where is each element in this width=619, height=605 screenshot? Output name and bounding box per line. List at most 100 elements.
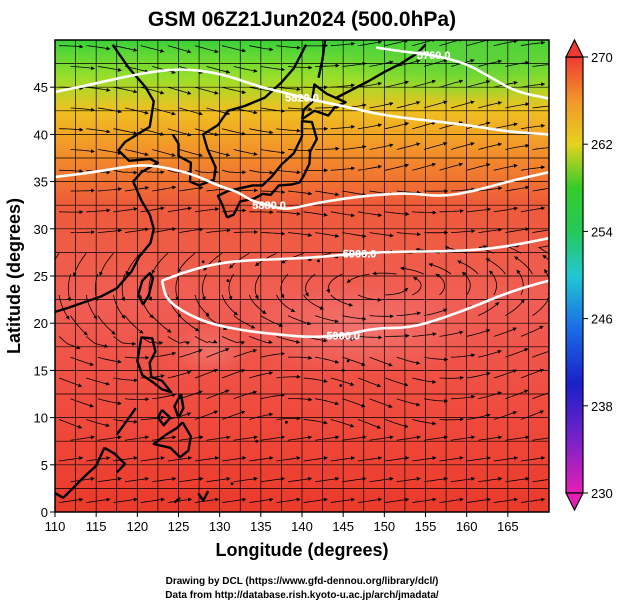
streamline xyxy=(423,100,448,109)
streamline xyxy=(532,105,549,109)
streamline xyxy=(548,502,549,503)
streamline xyxy=(520,206,546,213)
streamline xyxy=(450,229,476,234)
streamline xyxy=(342,144,367,150)
streamline xyxy=(478,101,503,109)
x-tick-label: 135 xyxy=(250,519,272,534)
streamline xyxy=(507,243,522,254)
streamline xyxy=(450,142,475,150)
streamline xyxy=(450,187,476,192)
streamline xyxy=(532,64,549,67)
streamline xyxy=(260,315,284,327)
streamline xyxy=(67,273,72,302)
island-marker xyxy=(230,482,234,486)
streamline xyxy=(303,294,325,310)
streamline xyxy=(167,456,192,462)
contour-label: 5900.0 xyxy=(343,248,377,260)
streamline xyxy=(233,230,259,234)
streamline xyxy=(342,232,367,238)
coastline-segment xyxy=(137,272,155,306)
streamline xyxy=(385,419,409,429)
streamline xyxy=(70,356,94,366)
streamline xyxy=(58,377,83,388)
y-tick-label: 0 xyxy=(41,505,48,520)
y-tick-label: 5 xyxy=(41,458,48,473)
streamline xyxy=(435,273,446,296)
streamline xyxy=(369,398,393,408)
streamline xyxy=(221,86,247,95)
y-tick-label: 20 xyxy=(34,316,48,331)
streamline xyxy=(206,66,231,74)
streamline xyxy=(385,377,409,387)
x-tick-label: 150 xyxy=(373,519,395,534)
streamline xyxy=(59,44,84,49)
streamline xyxy=(532,437,549,441)
streamline xyxy=(505,60,530,67)
streamline xyxy=(330,377,355,386)
streamline xyxy=(315,476,340,483)
streamline xyxy=(59,497,84,503)
streamline xyxy=(59,456,84,462)
streamline xyxy=(70,315,88,336)
streamline xyxy=(260,435,286,441)
streamline xyxy=(206,149,231,157)
streamline xyxy=(276,497,301,503)
streamline xyxy=(276,86,301,92)
streamline xyxy=(287,355,313,360)
streamline xyxy=(86,377,110,386)
streamline xyxy=(303,377,328,383)
contour-line xyxy=(375,46,549,100)
x-tick-label: 145 xyxy=(332,519,354,534)
streamline xyxy=(58,419,83,429)
streamline xyxy=(542,254,549,261)
streamline xyxy=(276,336,301,344)
streamline xyxy=(357,456,383,462)
streamline xyxy=(369,60,394,67)
streamline xyxy=(260,231,286,236)
colorbar: 230 238 246 254 262 270 xyxy=(565,38,613,512)
streamline xyxy=(315,398,340,406)
streamline xyxy=(450,435,476,441)
streamline xyxy=(532,296,549,316)
streamline xyxy=(233,390,258,400)
coastline-segment xyxy=(197,490,210,502)
streamline xyxy=(315,232,340,238)
streamline xyxy=(330,41,356,47)
streamline xyxy=(369,435,394,441)
streamline xyxy=(493,456,519,462)
streamline xyxy=(206,476,231,483)
streamline xyxy=(450,353,476,358)
coastline-segment xyxy=(216,120,318,219)
streamline xyxy=(423,356,449,362)
lat-lon-grid xyxy=(55,40,549,512)
colorbar-tick-label: 254 xyxy=(591,224,613,239)
streamline xyxy=(315,146,340,151)
x-tick-label: 110 xyxy=(45,519,66,534)
streamline xyxy=(70,230,95,235)
coastline-segment xyxy=(103,446,127,474)
streamline xyxy=(342,315,367,321)
streamline xyxy=(222,45,247,53)
streamline xyxy=(520,123,546,130)
map-title: GSM 06Z21Jun2024 (500.0hPa) xyxy=(148,8,456,31)
streamline xyxy=(248,294,267,314)
streamline xyxy=(233,348,258,358)
streamline xyxy=(485,258,506,275)
streamline xyxy=(179,390,203,400)
streamline xyxy=(97,398,122,406)
footer-source: Data from http://database.rish.kyoto-u.a… xyxy=(165,590,439,601)
streamline xyxy=(206,228,231,233)
streamline xyxy=(412,276,422,296)
streamline xyxy=(287,435,313,441)
streamline xyxy=(516,269,524,296)
colorbar-gradient xyxy=(565,56,584,494)
footer-credit: Drawing by DCL (https://www.gfd-dennou.o… xyxy=(166,576,439,587)
streamline xyxy=(478,391,502,400)
x-tick-label: 125 xyxy=(168,519,190,534)
streamline xyxy=(233,188,259,193)
streamline xyxy=(233,476,258,483)
streamline xyxy=(97,107,122,114)
streamline xyxy=(260,351,285,358)
streamline xyxy=(233,315,256,329)
